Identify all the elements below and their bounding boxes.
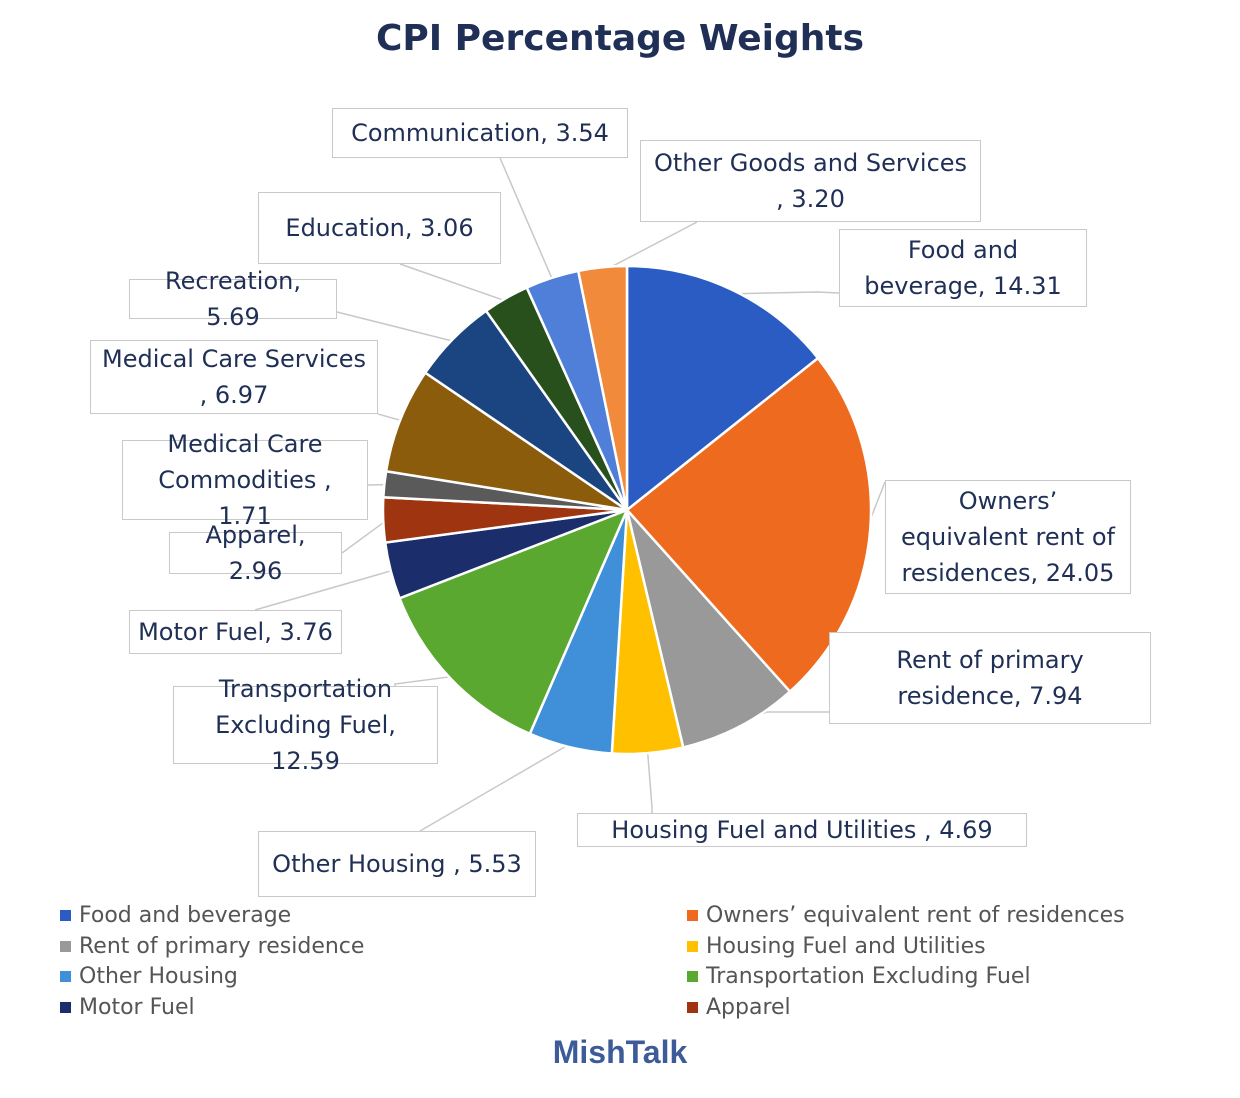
- legend-label: Transportation Excluding Fuel: [706, 964, 1031, 989]
- pie-slice-rent-of-primary-residence: [625, 509, 792, 749]
- data-label: Motor Fuel, 3.76: [129, 610, 342, 654]
- data-label: Apparel, 2.96: [169, 521, 342, 585]
- chart-title: CPI Percentage Weights: [375, 18, 865, 59]
- leader-line: [399, 263, 509, 303]
- leader-line: [341, 519, 388, 554]
- legend-item: Motor Fuel: [60, 995, 195, 1020]
- legend-swatch: [60, 910, 71, 921]
- legend-item: Rent of primary residence: [60, 934, 364, 959]
- legend-label: Food and beverage: [79, 903, 292, 928]
- legend-label: Housing Fuel and Utilities: [706, 933, 986, 959]
- brand-logo-text: MishTalk: [552, 1034, 688, 1070]
- data-label: Other Goods and Services , 3.20: [640, 140, 981, 222]
- pie-slice-owners-equivalent-rent-of-residences: [625, 356, 873, 694]
- legend-label: Motor Fuel: [79, 994, 195, 1020]
- data-label: Housing Fuel and Utilities , 4.69: [577, 813, 1027, 847]
- legend-swatch: [687, 971, 698, 982]
- pie-slice-transportation-excluding-fuel: [397, 507, 630, 736]
- leader-line: [336, 311, 456, 343]
- leader-line: [731, 291, 840, 295]
- data-label: Recreation, 5.69: [129, 267, 337, 331]
- legend-swatch: [60, 1001, 71, 1013]
- data-label: Food and beverage, 14.31: [839, 229, 1087, 307]
- leader-line: [499, 157, 554, 282]
- legend-swatch: [60, 971, 71, 982]
- pie-slices: [381, 264, 873, 756]
- legend-item: Apparel: [687, 995, 791, 1020]
- pie-slice-food-and-beverage: [625, 264, 820, 513]
- legend-item: Housing Fuel and Utilities: [687, 934, 986, 959]
- legend-swatch: [687, 910, 698, 921]
- legend-label: Rent of primary residence: [79, 933, 365, 959]
- legend-item: Owners’ equivalent rent of residences: [687, 903, 1125, 928]
- legend-label: Apparel: [706, 994, 791, 1020]
- leader-line: [254, 569, 395, 611]
- legend-item: Food and beverage: [60, 903, 291, 928]
- legend-label: Owners’ equivalent rent of residences: [706, 903, 1125, 928]
- legend-label: Other Housing: [79, 964, 238, 989]
- leader-line: [646, 749, 653, 813]
- data-label: Transportation Excluding Fuel, 12.59: [173, 675, 438, 775]
- leader-line: [419, 742, 572, 832]
- legend-swatch: [687, 940, 698, 952]
- pie-slice-medical-care-services: [384, 370, 628, 512]
- data-label: Rent of primary residence, 7.94: [829, 632, 1151, 724]
- leader-line: [394, 675, 455, 686]
- pie-slice-other-goods-and-services: [576, 264, 629, 511]
- data-label: Other Housing , 5.53: [258, 831, 536, 897]
- data-label: Communication, 3.54: [332, 108, 628, 158]
- legend-swatch: [687, 1001, 698, 1013]
- data-label: Education, 3.06: [258, 192, 501, 264]
- leader-line: [602, 221, 698, 272]
- legend-item: Transportation Excluding Fuel: [687, 964, 1031, 989]
- legend-swatch: [60, 940, 71, 952]
- data-label: Medical Care Commodities , 1.71: [122, 430, 368, 530]
- legend-item: Other Housing: [60, 964, 238, 989]
- data-label: Owners’ equivalent rent of residences, 2…: [885, 480, 1131, 594]
- data-label: Medical Care Services , 6.97: [90, 340, 378, 414]
